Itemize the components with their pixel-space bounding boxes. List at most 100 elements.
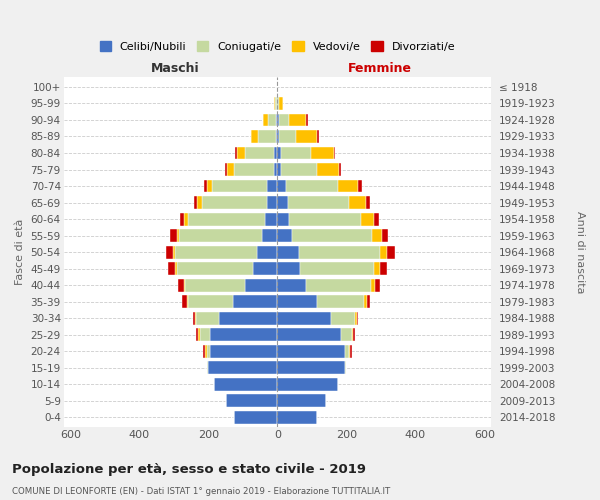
Bar xyxy=(170,229,178,242)
Bar xyxy=(206,345,210,358)
Bar xyxy=(281,146,311,160)
Bar xyxy=(196,312,219,324)
Bar xyxy=(277,114,279,126)
Bar xyxy=(237,146,245,160)
Bar xyxy=(292,229,372,242)
Bar xyxy=(317,130,319,143)
Bar xyxy=(233,295,277,308)
Bar xyxy=(277,345,344,358)
Bar xyxy=(388,246,395,258)
Bar xyxy=(367,295,370,308)
Bar xyxy=(219,312,277,324)
Bar xyxy=(265,212,277,226)
Bar xyxy=(374,262,380,275)
Bar xyxy=(234,411,277,424)
Bar xyxy=(277,180,286,192)
Bar xyxy=(166,246,173,258)
Bar xyxy=(178,229,179,242)
Bar xyxy=(355,312,356,324)
Bar xyxy=(245,278,277,291)
Bar xyxy=(317,295,364,308)
Bar xyxy=(275,114,277,126)
Bar xyxy=(185,278,245,291)
Bar xyxy=(206,362,208,374)
Legend: Celibi/Nubili, Coniugati/e, Vedovi/e, Divorziati/e: Celibi/Nubili, Coniugati/e, Vedovi/e, Di… xyxy=(95,37,460,56)
Bar xyxy=(184,212,188,226)
Bar xyxy=(274,146,277,160)
Bar xyxy=(175,262,176,275)
Bar xyxy=(212,180,267,192)
Bar xyxy=(300,262,374,275)
Bar xyxy=(245,146,274,160)
Bar xyxy=(206,180,212,192)
Bar xyxy=(198,328,200,341)
Bar xyxy=(277,394,326,407)
Bar xyxy=(193,312,194,324)
Bar xyxy=(311,146,334,160)
Bar xyxy=(225,163,227,176)
Bar xyxy=(251,130,259,143)
Bar xyxy=(380,262,387,275)
Bar xyxy=(203,345,205,358)
Bar xyxy=(281,163,317,176)
Bar xyxy=(205,345,206,358)
Bar xyxy=(277,278,305,291)
Bar xyxy=(234,163,274,176)
Y-axis label: Anni di nascita: Anni di nascita xyxy=(575,211,585,294)
Bar xyxy=(277,262,300,275)
Bar xyxy=(277,328,341,341)
Bar xyxy=(253,262,277,275)
Bar xyxy=(194,196,197,209)
Bar xyxy=(371,278,376,291)
Bar xyxy=(202,196,267,209)
Bar xyxy=(277,411,317,424)
Bar xyxy=(268,114,275,126)
Bar xyxy=(184,278,185,291)
Bar xyxy=(197,196,202,209)
Bar xyxy=(372,229,382,242)
Bar xyxy=(306,114,308,126)
Bar xyxy=(227,163,234,176)
Bar xyxy=(275,130,277,143)
Bar xyxy=(210,345,277,358)
Bar xyxy=(344,345,349,358)
Bar xyxy=(179,229,262,242)
Bar xyxy=(226,394,277,407)
Bar xyxy=(204,180,206,192)
Bar xyxy=(257,246,277,258)
Bar xyxy=(176,262,253,275)
Bar xyxy=(196,328,198,341)
Bar xyxy=(289,212,361,226)
Bar xyxy=(182,295,187,308)
Bar xyxy=(274,163,277,176)
Bar xyxy=(277,378,338,390)
Bar xyxy=(277,97,279,110)
Bar xyxy=(382,229,388,242)
Bar xyxy=(344,362,346,374)
Bar xyxy=(277,163,281,176)
Bar xyxy=(289,114,306,126)
Bar xyxy=(277,146,281,160)
Bar xyxy=(274,97,275,110)
Bar xyxy=(334,146,335,160)
Bar xyxy=(286,180,338,192)
Bar xyxy=(267,196,277,209)
Bar xyxy=(259,130,275,143)
Bar xyxy=(277,312,331,324)
Bar xyxy=(305,278,371,291)
Bar xyxy=(353,328,355,341)
Bar xyxy=(277,196,288,209)
Text: Maschi: Maschi xyxy=(151,62,199,74)
Bar xyxy=(208,362,277,374)
Bar xyxy=(338,180,358,192)
Bar xyxy=(365,196,370,209)
Bar xyxy=(356,312,358,324)
Bar xyxy=(380,246,388,258)
Bar xyxy=(168,262,175,275)
Bar xyxy=(350,345,352,358)
Bar xyxy=(364,295,367,308)
Bar xyxy=(277,130,279,143)
Bar xyxy=(188,295,233,308)
Bar xyxy=(277,229,292,242)
Bar xyxy=(279,97,283,110)
